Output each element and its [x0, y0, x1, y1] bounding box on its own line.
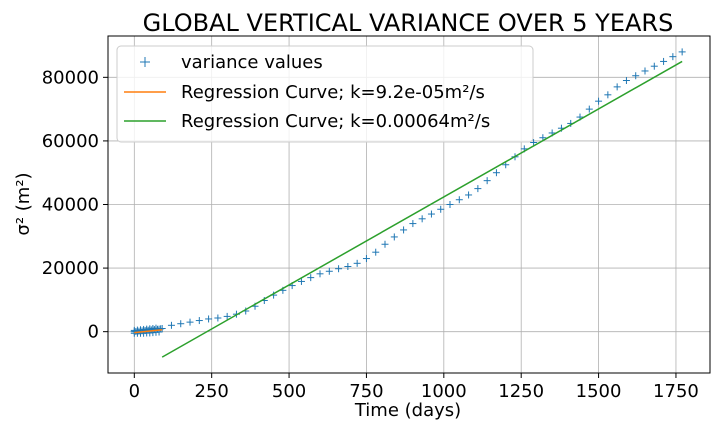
- variance-point: [585, 105, 593, 113]
- variance-point: [167, 321, 175, 329]
- variance-point: [316, 270, 324, 278]
- chart-marks: [130, 48, 686, 358]
- x-tick-label: 750: [349, 381, 383, 402]
- variance-point: [446, 201, 454, 208]
- variance-point: [418, 215, 426, 223]
- variance-point: [344, 262, 352, 270]
- x-axis-label: Time (days): [354, 400, 461, 421]
- variance-point: [650, 62, 658, 70]
- variance-point: [177, 320, 185, 328]
- chart-title: GLOBAL VERTICAL VARIANCE OVER 5 YEARS: [143, 9, 674, 37]
- variance-point: [158, 324, 166, 332]
- x-tick-label: 1750: [653, 381, 699, 402]
- variance-point: [400, 226, 408, 234]
- variance-point: [455, 196, 463, 204]
- regression-line: [134, 329, 163, 334]
- variance-point: [381, 240, 389, 248]
- variance-point: [195, 317, 203, 325]
- legend-label-regression-2: Regression Curve; k=0.00064m²/s: [181, 111, 490, 132]
- variance-point: [622, 77, 630, 85]
- y-tick-label: 40000: [42, 195, 99, 216]
- variance-point: [297, 277, 305, 285]
- legend-label-regression-1: Regression Curve; k=9.2e-05m²/s: [181, 82, 485, 103]
- variance-point: [390, 233, 398, 241]
- variance-point: [205, 315, 213, 323]
- legend-label-variance-values: variance values: [181, 52, 323, 73]
- variance-point: [214, 314, 222, 322]
- legend-marker-variance-values: [140, 57, 150, 67]
- x-tick-label: 1250: [498, 381, 544, 402]
- x-tick-label: 500: [272, 381, 306, 402]
- x-tick-label: 1500: [576, 381, 622, 402]
- x-tick-label: 1000: [421, 381, 467, 402]
- variance-point: [335, 265, 343, 273]
- y-tick-label: 0: [88, 322, 99, 343]
- variance-point: [325, 267, 333, 275]
- variance-point: [632, 72, 640, 80]
- variance-point: [530, 139, 538, 147]
- y-tick-label: 60000: [42, 131, 99, 152]
- legend: variance values Regression Curve; k=9.2e…: [116, 45, 534, 143]
- variance-point: [427, 210, 435, 218]
- variance-point: [362, 255, 370, 263]
- variance-point: [595, 97, 603, 105]
- y-axis-label: σ² (m²): [13, 172, 34, 235]
- variance-point: [409, 220, 417, 228]
- variance-point: [483, 177, 491, 185]
- variance-point: [474, 185, 482, 193]
- y-tick-label: 20000: [42, 258, 99, 279]
- x-axis-ticks: 0 250 500 750 1000 1250 1500 1750: [129, 373, 699, 402]
- x-tick-label: 250: [195, 381, 229, 402]
- regression-line: [161, 60, 683, 358]
- variance-point: [353, 259, 361, 267]
- variance-point: [223, 312, 231, 320]
- variance-point: [372, 248, 380, 256]
- variance-point: [307, 274, 315, 282]
- y-axis-ticks: 0 20000 40000 60000 80000: [42, 67, 108, 343]
- y-tick-label: 80000: [42, 67, 99, 88]
- variance-point: [669, 53, 677, 61]
- variance-point: [613, 83, 621, 91]
- variance-point: [465, 191, 473, 199]
- variance-point: [492, 169, 500, 177]
- variance-point: [660, 57, 668, 65]
- x-tick-label: 0: [129, 381, 140, 402]
- variance-point: [437, 205, 445, 213]
- variance-point: [186, 318, 194, 326]
- variance-point: [641, 67, 649, 75]
- variance-point: [604, 91, 612, 99]
- variance-point: [678, 48, 686, 56]
- legend-box: [116, 45, 534, 143]
